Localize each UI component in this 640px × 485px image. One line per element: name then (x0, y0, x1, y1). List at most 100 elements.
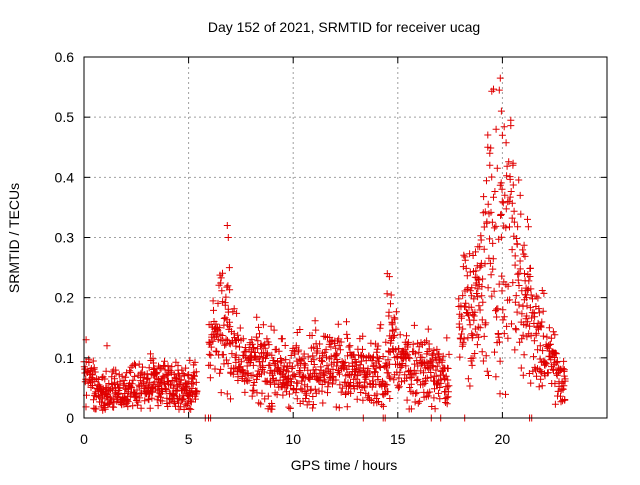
data-point (374, 376, 382, 384)
data-point (517, 210, 525, 218)
data-point (539, 307, 547, 315)
data-point (545, 341, 553, 349)
data-point (338, 358, 346, 365)
data-point (180, 395, 188, 403)
data-point (423, 374, 431, 382)
data-point (156, 389, 163, 397)
data-point (511, 252, 519, 260)
data-point (110, 399, 118, 407)
data-point (551, 331, 559, 339)
data-point (101, 405, 109, 413)
data-point (318, 358, 326, 366)
data-point (480, 332, 488, 340)
data-point (471, 308, 479, 316)
data-point (406, 384, 414, 391)
data-point (561, 375, 569, 383)
data-point (525, 277, 533, 285)
data-point (476, 263, 484, 271)
data-point (497, 179, 505, 187)
data-point (486, 149, 494, 157)
data-point (369, 362, 377, 370)
data-point (359, 396, 367, 404)
data-point (463, 272, 471, 280)
data-point (183, 383, 191, 391)
data-point (224, 360, 232, 367)
data-point (532, 292, 540, 300)
data-point (278, 357, 286, 365)
data-point (406, 354, 414, 362)
data-point (293, 395, 301, 403)
data-point (127, 363, 135, 371)
data-point (480, 223, 488, 231)
data-point (516, 257, 524, 265)
data-point (416, 397, 424, 405)
data-point (385, 273, 393, 281)
data-point (373, 399, 381, 407)
data-point (430, 346, 438, 354)
data-point (293, 385, 301, 393)
data-point (558, 378, 566, 386)
data-point (209, 297, 217, 305)
data-point (530, 353, 537, 361)
data-point (481, 321, 489, 329)
data-point (402, 349, 410, 357)
data-point (524, 318, 532, 326)
data-point (504, 282, 512, 290)
data-point (487, 271, 495, 279)
data-point (316, 340, 324, 348)
data-point (297, 385, 305, 393)
data-point (186, 356, 194, 364)
data-point (546, 340, 554, 348)
data-point (506, 223, 513, 231)
data-point (91, 368, 99, 376)
data-point (226, 323, 234, 331)
data-point (398, 378, 405, 386)
data-point (490, 85, 497, 93)
data-point (378, 401, 386, 409)
data-point (487, 144, 495, 152)
data-point (413, 357, 421, 365)
data-point (193, 387, 201, 395)
data-point (287, 352, 295, 359)
data-point (223, 390, 231, 398)
data-point (156, 378, 164, 386)
data-point (463, 286, 471, 293)
data-point (498, 272, 506, 280)
data-point (233, 309, 241, 317)
data-point (455, 295, 463, 303)
data-point (385, 308, 393, 316)
data-point (382, 338, 390, 346)
data-point (413, 389, 421, 397)
data-point (488, 218, 496, 226)
data-point (467, 303, 475, 311)
data-point (380, 379, 388, 387)
data-point (305, 398, 313, 406)
data-point (495, 280, 503, 288)
data-point (495, 333, 503, 341)
data-point (347, 389, 355, 397)
data-point (205, 350, 213, 358)
data-point (255, 323, 262, 331)
data-point (491, 188, 499, 195)
data-point (333, 350, 341, 358)
data-point (135, 360, 143, 368)
data-point (532, 329, 540, 337)
data-point (128, 380, 136, 388)
data-point (512, 326, 520, 334)
data-point (218, 287, 226, 295)
data-point (301, 388, 309, 395)
data-point (234, 377, 242, 384)
data-point (442, 372, 450, 380)
data-point (496, 74, 504, 82)
data-point (456, 353, 464, 361)
data-point (375, 398, 382, 405)
data-point (386, 374, 394, 382)
data-point (457, 302, 465, 310)
data-point (163, 400, 171, 407)
y-tick-label: 0.3 (55, 230, 75, 246)
data-point (484, 284, 492, 292)
data-point (301, 361, 309, 369)
data-point (137, 370, 145, 378)
data-point (538, 287, 546, 294)
